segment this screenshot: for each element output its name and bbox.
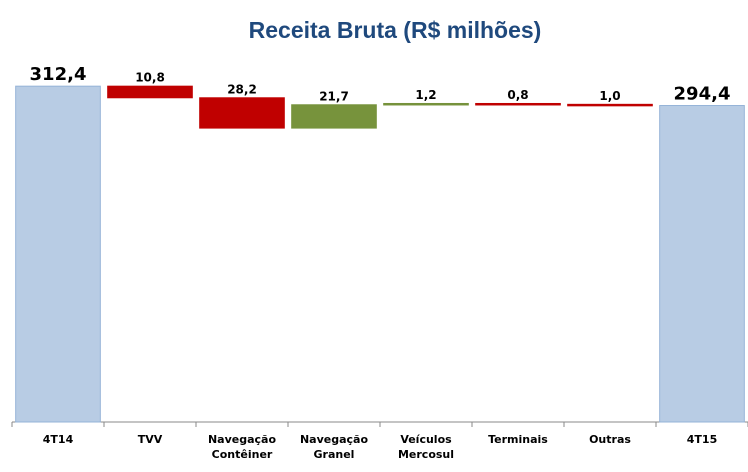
value-label: 312,4 xyxy=(30,64,87,85)
bar xyxy=(475,102,561,106)
bar xyxy=(107,85,193,99)
chart-title: Receita Bruta (R$ milhões) xyxy=(249,17,542,43)
value-label: 0,8 xyxy=(507,88,528,102)
x-tick-label: Veículos Mercosul xyxy=(397,433,455,461)
x-tick-label: Terminais xyxy=(488,433,548,446)
bar xyxy=(291,104,377,129)
value-label: 10,8 xyxy=(135,71,165,85)
value-label: 21,7 xyxy=(319,89,349,103)
value-label: 294,4 xyxy=(674,84,731,105)
x-tick-label: Navegação Granel xyxy=(299,433,369,461)
x-tick-label: TVV xyxy=(137,433,163,446)
bar xyxy=(659,105,745,423)
value-label: 28,2 xyxy=(227,82,257,96)
x-tick-label: Outras xyxy=(589,433,631,446)
bar xyxy=(15,85,101,423)
value-label: 1,0 xyxy=(599,89,620,103)
x-tick-label: Navegação Contêiner xyxy=(207,433,277,461)
bar xyxy=(199,97,285,129)
x-tick-label: 4T15 xyxy=(686,433,718,446)
bar xyxy=(383,102,469,106)
x-tick-label: 4T14 xyxy=(42,433,74,446)
value-label: 1,2 xyxy=(415,88,436,102)
bar xyxy=(567,103,653,107)
